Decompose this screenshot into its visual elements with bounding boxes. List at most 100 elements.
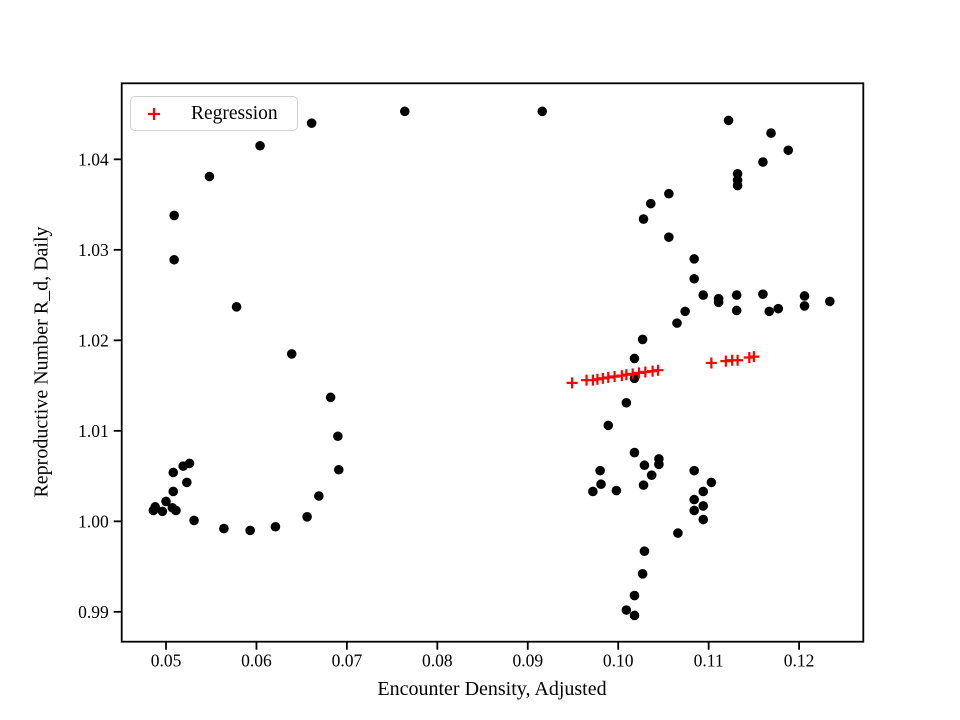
y-tick-label: 1.01 [78, 421, 109, 441]
data-point [302, 512, 312, 522]
data-point [689, 254, 699, 264]
data-point [646, 470, 657, 480]
regression-points [566, 351, 760, 389]
data-point [629, 590, 640, 601]
data-point [698, 290, 709, 300]
data-point [168, 486, 179, 497]
data-point [182, 477, 192, 488]
y-tick-label: 1.02 [78, 330, 109, 350]
data-point [673, 528, 683, 538]
data-point [664, 232, 674, 242]
data-point [664, 188, 674, 199]
data-point [689, 273, 699, 284]
data-point [698, 514, 709, 525]
data-point [689, 505, 699, 516]
data-point [178, 461, 188, 471]
plot-border [120, 82, 865, 643]
data-point [766, 128, 776, 138]
data-point [629, 447, 640, 458]
data-point [603, 420, 614, 431]
data-point [161, 496, 171, 507]
x-tick-label: 0.07 [332, 651, 363, 671]
legend-label: Regression [191, 102, 278, 124]
data-point [637, 569, 648, 579]
y-axis-ticks: 0.99 1.00 1.01 1.02 1.03 1.04 [78, 149, 122, 622]
data-point [333, 431, 343, 442]
x-tick-label: 0.08 [422, 651, 453, 671]
data-point [638, 480, 649, 490]
y-tick-label: 1.04 [78, 149, 109, 169]
data-point [168, 467, 179, 478]
data-point [169, 210, 179, 221]
data-point [764, 306, 775, 317]
data-point [333, 464, 344, 475]
scatter-points [148, 106, 835, 621]
data-point [537, 106, 548, 117]
data-point [732, 180, 743, 191]
data-point [731, 290, 742, 300]
y-axis-label: Reproductive Number R_d, Daily [30, 226, 53, 498]
data-point [621, 605, 632, 615]
data-point [773, 303, 784, 314]
data-point [595, 465, 605, 476]
data-point [723, 115, 734, 126]
data-point [286, 349, 297, 359]
data-point [621, 397, 632, 408]
data-point [758, 157, 768, 167]
data-point [255, 140, 265, 151]
data-point [157, 506, 168, 517]
data-point [596, 479, 606, 490]
data-point [645, 198, 656, 209]
data-point [169, 254, 179, 265]
data-point [799, 291, 810, 301]
data-point [629, 610, 640, 621]
x-tick-label: 0.10 [603, 651, 634, 671]
data-point [245, 525, 255, 536]
x-axis-label: Encounter Density, Adjusted [377, 678, 607, 700]
data-point [799, 301, 810, 311]
y-tick-label: 1.00 [78, 511, 109, 531]
data-point [706, 477, 717, 488]
data-point [758, 289, 768, 299]
legend: Regression [130, 96, 298, 131]
data-point [306, 118, 317, 128]
data-point [399, 106, 410, 117]
data-point [588, 486, 598, 497]
data-point [219, 523, 229, 534]
data-point [654, 459, 664, 470]
data-point [825, 296, 835, 307]
data-point [672, 318, 682, 328]
data-point [713, 297, 724, 308]
data-point [637, 334, 648, 345]
data-point [680, 306, 690, 317]
x-tick-label: 0.06 [241, 651, 272, 671]
data-point [783, 145, 794, 156]
data-point [611, 485, 622, 496]
y-tick-label: 0.99 [78, 602, 109, 622]
data-point [629, 353, 640, 364]
x-tick-label: 0.09 [512, 651, 543, 671]
data-point [171, 505, 181, 516]
data-point [689, 494, 699, 505]
data-point [325, 392, 336, 403]
data-point [148, 505, 159, 516]
x-tick-label: 0.12 [784, 651, 815, 671]
y-tick-label: 1.03 [78, 240, 109, 260]
data-point [314, 491, 324, 501]
x-tick-label: 0.05 [151, 651, 182, 671]
data-point [731, 305, 742, 316]
data-point [270, 521, 281, 532]
data-point [204, 171, 215, 182]
data-point [698, 501, 709, 511]
data-point [638, 214, 649, 224]
data-point [639, 546, 650, 556]
x-axis-ticks: 0.05 0.06 0.07 0.08 0.09 0.10 0.11 0.12 [151, 641, 815, 671]
data-point [189, 515, 199, 526]
data-point [639, 460, 650, 471]
data-point [231, 302, 242, 312]
data-point [689, 465, 699, 476]
data-point [698, 486, 709, 497]
regression-plus-markers [566, 351, 760, 389]
